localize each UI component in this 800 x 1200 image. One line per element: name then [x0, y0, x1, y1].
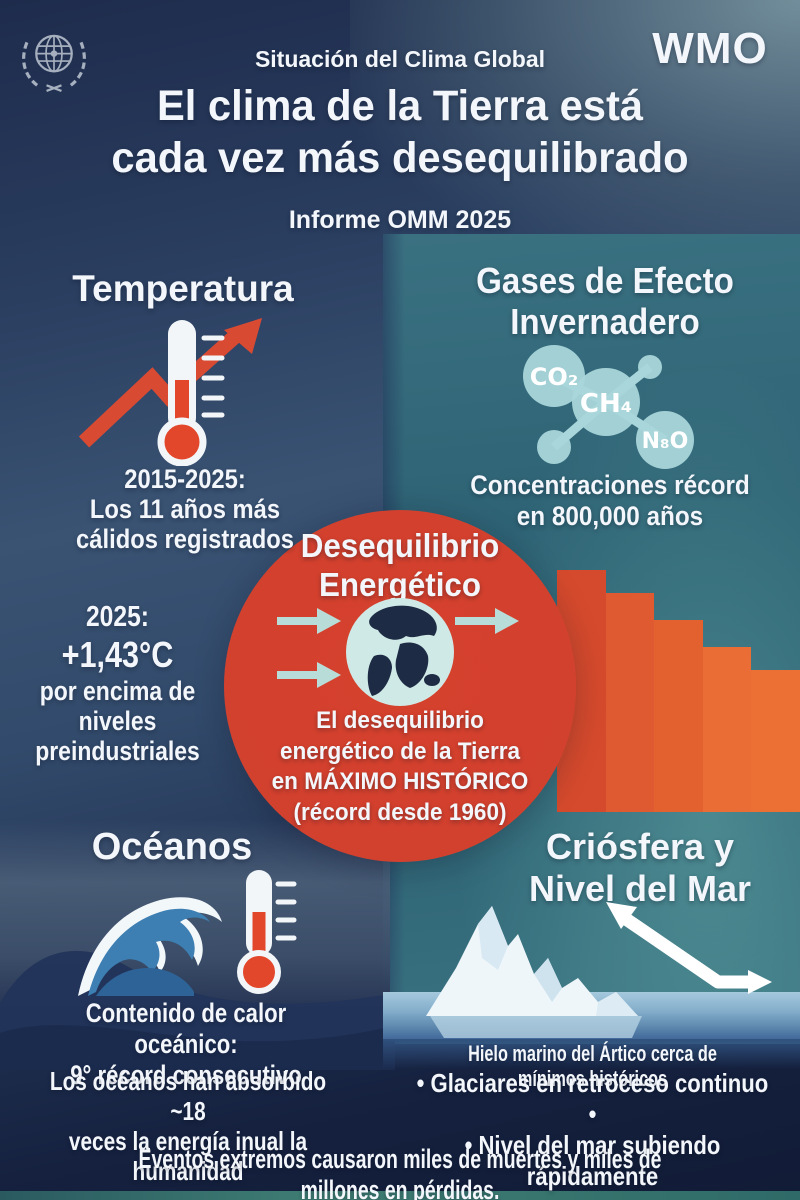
oceans-fact1-line2: 9° récord consecutivo	[70, 1060, 302, 1090]
oceans-fact-heat-content: Contenido de calor oceánico: 9° récord c…	[33, 998, 338, 1091]
oceans-fact2-line2: veces la energía inual la humanidad	[68, 1126, 308, 1186]
energy-arrow-icon	[455, 608, 519, 634]
iceberg-icon	[426, 906, 642, 1038]
thermometer-rising-arrow-icon	[78, 318, 262, 466]
footer-banner: Eventos extremos causaron miles de muert…	[138, 1144, 662, 1200]
oceans-heading: Océanos	[91, 826, 253, 868]
energy-body: El desequilibrio energético de la Tierra…	[244, 706, 557, 828]
earth-globe-icon	[346, 598, 454, 706]
energy-heading: Desequilibrio Energético	[233, 526, 567, 604]
temp-fact2-line1: 2025:	[85, 601, 150, 633]
gas-caption-line2: en 800,000 años	[516, 501, 704, 531]
energy-heading-line2: Energético	[318, 566, 482, 603]
kicker: Situación del Clima Global	[254, 46, 546, 72]
molecule-co2-label: CO₂	[530, 363, 579, 391]
gas-heading-line1: Gases de Efecto	[476, 260, 734, 301]
oceans-fact-energy-absorbed: Los océanos han absorbido ~18 veces la e…	[38, 1066, 339, 1186]
greenhouse-heading: Gases de Efecto Invernadero	[462, 260, 747, 342]
background-topright-glow	[350, 0, 800, 270]
cryosphere-fact-sea-ice: Hielo marino del Ártico cerca de mínimos…	[468, 1041, 717, 1092]
ocean-wave-icon	[78, 897, 222, 996]
energy-body-line1: El desequilibrio	[316, 707, 484, 734]
cryosphere-bullets: • Glaciares en retroceso continuo • • Ni…	[416, 1068, 769, 1192]
molecule-ch4-label: CH₄	[580, 389, 632, 419]
energy-body-line3: en MÁXIMO HISTÓRICO	[271, 768, 529, 795]
sea-level-arrow-icon	[606, 902, 772, 994]
molecule-icon: CO₂ CH₄ N₈O	[523, 345, 694, 469]
report-label: Informe OMM 2025	[288, 206, 512, 234]
temperature-fact-record-years: 2015-2025: Los 11 años más cálidos regis…	[40, 464, 330, 554]
temp-fact2-line4: niveles	[78, 706, 157, 736]
temperature-heading: Temperatura	[72, 268, 294, 309]
temp-fact2-line3: por encima de	[39, 676, 196, 706]
gas-caption-line1: Concentraciones récord	[470, 470, 750, 500]
energy-arrow-icon	[277, 608, 341, 634]
energy-body-line2: energético de la Tierra	[279, 737, 521, 765]
ocean-thermometer-icon	[237, 870, 297, 994]
cryo-bullet-glaciers: • Glaciares en retroceso continuo •	[416, 1068, 769, 1129]
page-title: El clima de la Tierra está cada vez más …	[12, 80, 788, 184]
temp-fact1-line2: Los 11 años más	[89, 494, 281, 524]
cryo-bullet-sea-level: • Nivel del mar subiendo rápidamente	[464, 1130, 721, 1191]
title-line-1: El clima de la Tierra está	[156, 82, 644, 130]
wmo-logo-text: WMO	[652, 24, 768, 73]
bottom-teal-strip	[0, 1191, 800, 1200]
energy-body-line4: (récord desde 1960)	[293, 798, 507, 826]
sea-water-fade	[383, 1039, 800, 1069]
cryo-heading-line2: Nivel del Mar	[528, 868, 752, 909]
oceans-fact2-line1: Los océanos han absorbido ~18	[49, 1066, 327, 1126]
decline-bars	[557, 570, 800, 812]
temp-fact1-line1: 2015-2025:	[124, 464, 246, 494]
molecule-n2o-label: N₈O	[642, 429, 689, 454]
energy-arrow-icon	[277, 662, 341, 688]
greenhouse-caption: Concentraciones récord en 800,000 años	[457, 470, 763, 532]
decline-bar	[605, 593, 655, 812]
oceans-fact1-line1: Contenido de calor oceánico:	[85, 998, 287, 1059]
temp-fact1-line3: cálidos registrados	[76, 524, 294, 554]
cryosphere-heading: Criósfera y Nivel del Mar	[480, 826, 800, 910]
decline-bar	[751, 670, 800, 812]
un-emblem-icon	[22, 34, 86, 92]
cryo-heading-line1: Criósfera y	[545, 826, 735, 867]
decline-bar	[702, 647, 752, 812]
gas-heading-line2: Invernadero	[510, 301, 700, 342]
temperature-fact-anomaly: 2025: +1,43°C por encima de niveles prei…	[26, 600, 209, 766]
temp-fact2-line2: +1,43°C	[61, 634, 174, 675]
decline-bar	[654, 620, 703, 812]
temp-fact2-line5: preindustriales	[35, 736, 200, 766]
energy-heading-line1: Desequilibrio	[300, 527, 500, 564]
title-line-2: cada vez más desequilibrado	[111, 134, 689, 182]
